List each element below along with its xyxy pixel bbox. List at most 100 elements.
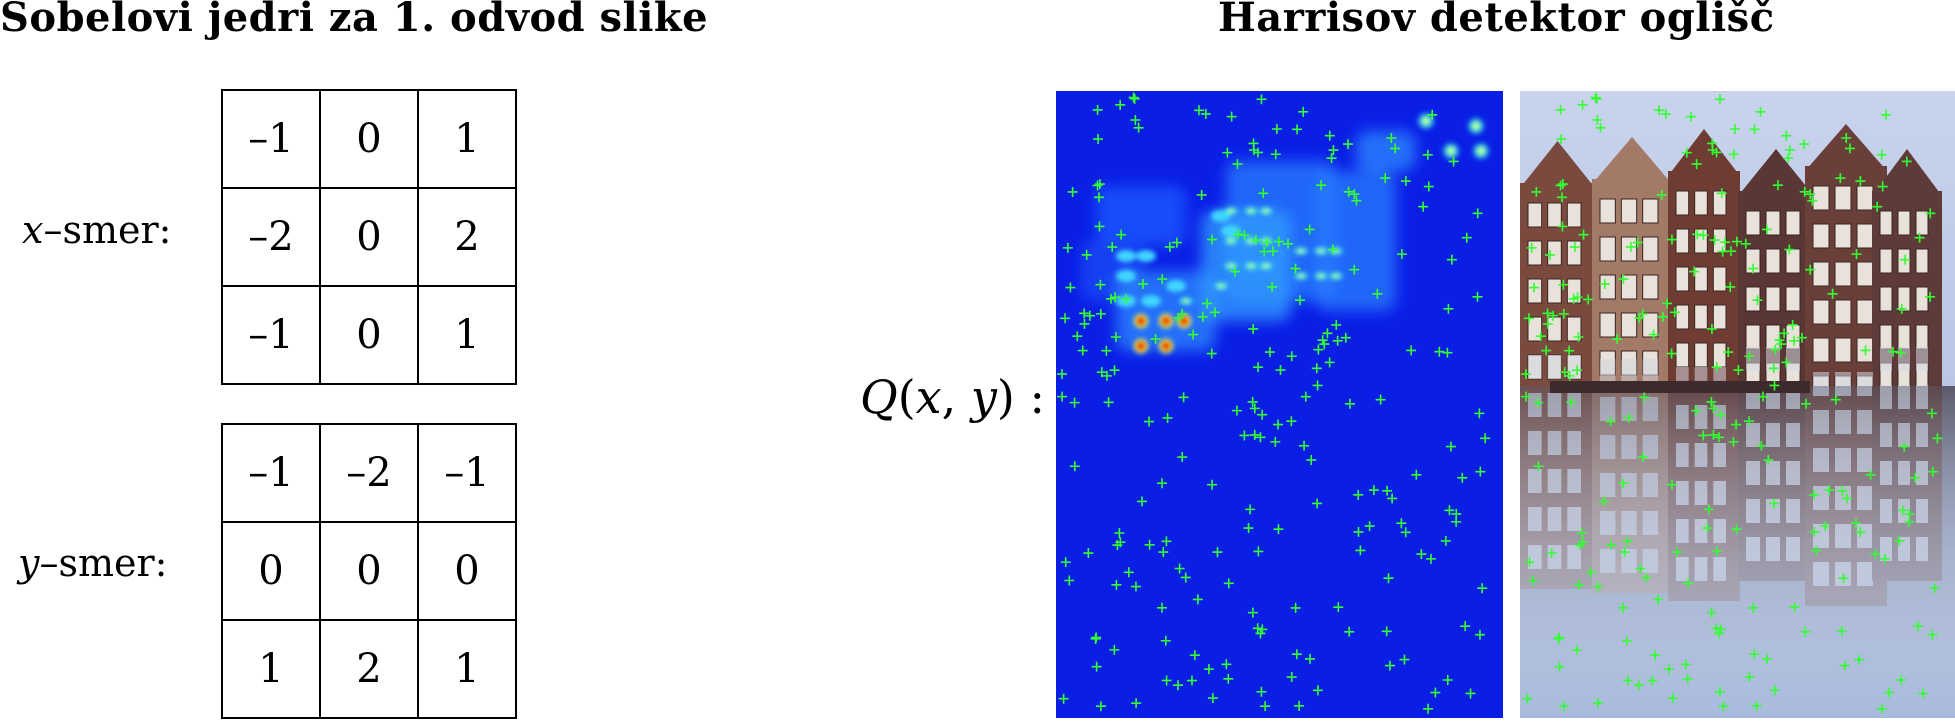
corner-marker <box>1290 602 1301 613</box>
kernel-cell: –2 <box>221 187 321 287</box>
corner-marker <box>1312 685 1323 696</box>
corner-marker <box>1839 660 1850 671</box>
corner-marker <box>1101 345 1112 356</box>
corner-marker <box>1731 419 1742 430</box>
window <box>1812 261 1830 287</box>
window <box>1620 198 1638 224</box>
corner-marker <box>1573 579 1584 590</box>
corner-marker <box>1171 237 1182 248</box>
kernel-cell: –2 <box>319 423 419 523</box>
window <box>1745 324 1761 350</box>
corner-marker <box>1854 654 1865 665</box>
corner-marker <box>1691 405 1702 416</box>
x-direction-label: x–smer: <box>22 208 171 252</box>
corner-marker <box>1157 478 1168 489</box>
corner-marker <box>1173 680 1184 691</box>
corner-marker <box>1827 288 1838 299</box>
corner-marker <box>1349 264 1360 275</box>
corner-marker <box>1083 548 1094 559</box>
corner-marker <box>1805 189 1816 200</box>
corner-marker <box>1120 294 1131 305</box>
corner-marker <box>1577 537 1588 548</box>
corner-marker <box>1925 291 1936 302</box>
corner-marker <box>1656 189 1667 200</box>
window-reflection <box>1528 355 1542 379</box>
corner-marker <box>1355 545 1366 556</box>
corner-marker <box>1422 149 1433 160</box>
corner-marker <box>1144 416 1155 427</box>
q-symbol: Q <box>860 370 898 424</box>
corner-marker <box>1787 319 1798 330</box>
corner-marker <box>1606 539 1617 550</box>
corner-marker <box>1541 345 1552 356</box>
corner-marker <box>1333 602 1344 613</box>
corner-marker <box>1445 441 1456 452</box>
corner-marker <box>1093 192 1104 203</box>
window <box>1897 248 1911 274</box>
corner-marker <box>1457 472 1468 483</box>
corner-marker <box>1666 234 1677 245</box>
corner-marker <box>1434 346 1445 357</box>
corner-marker <box>1203 664 1214 675</box>
corner-marker <box>1226 111 1237 122</box>
corner-marker <box>1698 430 1709 441</box>
corner-marker <box>1592 115 1603 126</box>
corner-marker <box>1448 156 1459 167</box>
corner-marker <box>1728 149 1739 160</box>
corner-marker <box>1231 405 1242 416</box>
corner-marker <box>1897 505 1908 516</box>
corner-marker <box>1064 575 1075 586</box>
corner-marker <box>1612 334 1623 345</box>
corner-marker <box>1257 409 1268 420</box>
corner-marker <box>1427 109 1438 120</box>
corner-marker <box>1206 348 1217 359</box>
corner-marker <box>1129 93 1140 104</box>
corner-marker <box>1763 455 1774 466</box>
corner-marker <box>1618 602 1629 613</box>
corner-marker <box>1060 557 1071 568</box>
corner-marker <box>1914 232 1925 243</box>
corner-marker <box>1781 357 1792 368</box>
corner-marker <box>1461 232 1472 243</box>
response-peak <box>1132 312 1150 330</box>
corner-marker <box>1069 461 1080 472</box>
corner-marker <box>1298 106 1309 117</box>
corner-marker <box>1095 701 1106 712</box>
corner-marker <box>1789 602 1800 613</box>
corner-marker <box>1595 122 1606 133</box>
corner-marker <box>1212 547 1223 558</box>
corner-marker <box>1084 310 1095 321</box>
window-reflection <box>1547 355 1562 379</box>
corner-marker <box>1648 329 1659 340</box>
corner-marker <box>1442 675 1453 686</box>
corner-marker <box>1259 246 1270 257</box>
corner-marker <box>1618 274 1629 285</box>
corner-marker <box>1809 489 1820 500</box>
corner-marker <box>1180 572 1191 583</box>
corner-marker <box>1162 412 1173 423</box>
window <box>1879 324 1893 350</box>
corner-marker <box>1160 635 1171 646</box>
corner-marker <box>1879 553 1890 564</box>
corner-marker <box>1918 688 1929 699</box>
response-streak <box>1136 250 1156 262</box>
window-reflection <box>1766 347 1780 371</box>
corner-marker <box>1260 701 1271 712</box>
window <box>1675 342 1690 368</box>
heatmap-blobs <box>1116 111 1491 355</box>
corner-marker <box>1769 380 1780 391</box>
corner-marker <box>1844 143 1855 154</box>
window <box>1712 304 1727 330</box>
corner-marker <box>1270 436 1281 447</box>
corner-marker <box>1877 181 1888 192</box>
corner-marker <box>1095 308 1106 319</box>
window <box>1527 202 1543 228</box>
corner-marker <box>1748 263 1759 274</box>
corner-marker <box>1820 521 1831 532</box>
corner-marker <box>1716 188 1727 199</box>
corner-marker <box>1381 626 1392 637</box>
corner-marker <box>1316 180 1327 191</box>
y-direction-label: y–smer: <box>18 541 167 585</box>
window <box>1785 248 1801 274</box>
window <box>1897 324 1911 350</box>
